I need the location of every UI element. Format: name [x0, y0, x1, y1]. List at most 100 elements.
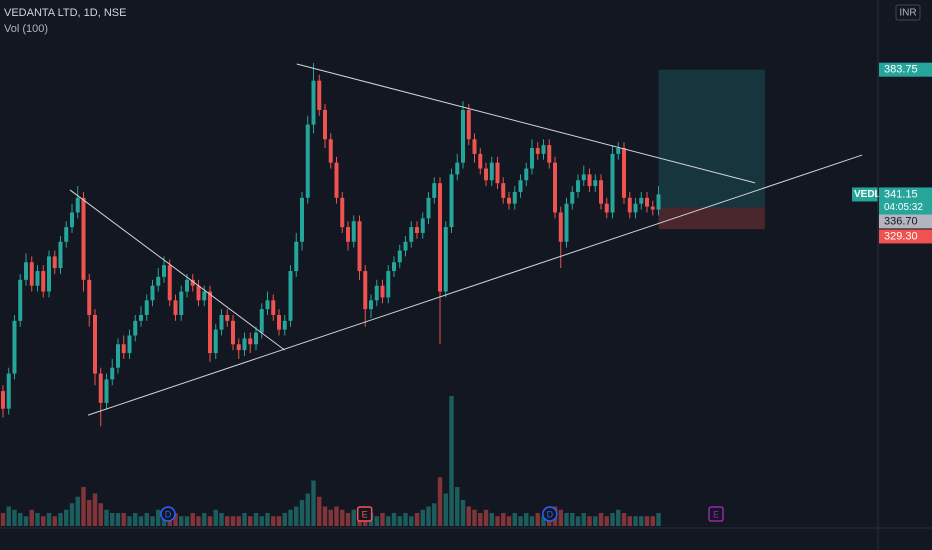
candle-body	[92, 314, 97, 374]
volume-bar	[133, 513, 138, 526]
volume-bar	[184, 516, 190, 526]
volume-bar	[616, 509, 621, 526]
volume-bar	[449, 396, 454, 526]
candle-body	[127, 335, 132, 354]
candle-body	[69, 212, 74, 228]
candle-body	[271, 300, 276, 315]
volume-bar	[644, 516, 650, 526]
candle-body	[369, 300, 374, 310]
candle-body	[35, 271, 40, 286]
volume-bar	[322, 506, 328, 526]
candle-body	[455, 162, 460, 175]
candle-body	[282, 320, 287, 330]
candle-body	[323, 109, 328, 140]
candle-body	[587, 174, 592, 187]
candle-body	[420, 218, 425, 233]
plot: D E D E VEDL	[0, 63, 881, 526]
candle-body	[46, 256, 51, 292]
volume-bar	[225, 516, 230, 526]
candle-body	[311, 80, 316, 125]
candle-body	[213, 329, 218, 354]
volume-bar	[460, 500, 466, 526]
stop-price: 329.30	[884, 230, 918, 242]
candle-body	[650, 206, 655, 210]
candle-body	[23, 262, 28, 280]
volume-bar	[58, 513, 63, 526]
volume-bar	[138, 516, 144, 526]
volume-bar	[248, 516, 253, 526]
volume-bar	[311, 480, 316, 526]
volume-bar	[305, 493, 310, 526]
candle-body	[340, 197, 345, 228]
candle-body	[87, 279, 92, 315]
volume-bar	[483, 509, 489, 526]
symbol-box	[852, 187, 878, 202]
volume-bar	[98, 503, 103, 526]
stop-zone	[658, 207, 765, 230]
volume-bar	[535, 513, 540, 526]
volume-bar	[380, 513, 385, 526]
candle-body	[115, 344, 120, 368]
candle-body	[202, 291, 207, 301]
currency[interactable]: INR	[899, 8, 916, 19]
volume-legend[interactable]: Vol (100)	[4, 23, 48, 35]
volume-bar	[64, 509, 69, 526]
candle-body	[41, 271, 46, 292]
volume-bar	[518, 516, 523, 526]
entry-price: 336.70	[884, 215, 918, 227]
candle-body	[599, 180, 604, 204]
candle-body	[288, 271, 293, 321]
candle-body	[81, 197, 86, 280]
volume-bar	[276, 516, 282, 526]
currency-box[interactable]	[895, 4, 921, 21]
candle-body	[518, 180, 523, 192]
volume-bar	[604, 516, 609, 526]
candle-body	[581, 174, 586, 181]
volume-bar	[196, 516, 201, 526]
volume-bar	[541, 516, 546, 526]
candle-body	[156, 276, 161, 286]
volume-bar	[409, 516, 414, 526]
volume-bar	[466, 506, 471, 526]
candle-body	[52, 256, 57, 269]
volume-bar	[575, 516, 581, 526]
volume-bar	[334, 506, 339, 526]
candle-body	[593, 180, 598, 187]
volume-bar	[202, 513, 207, 526]
candle-body	[207, 291, 212, 354]
event-marker	[708, 506, 724, 522]
volume-bar	[420, 509, 425, 526]
candle-body	[409, 227, 414, 242]
volume-bar	[386, 516, 391, 526]
candle-body	[253, 332, 258, 345]
symbol-title[interactable]: VEDANTA LTD, 1D, NSE	[4, 7, 126, 19]
volume-bar	[46, 513, 52, 526]
entry-price-box	[879, 214, 932, 229]
volume-bar	[41, 516, 46, 526]
volume-bar	[374, 516, 379, 526]
volume-bar	[414, 513, 420, 526]
candle-body	[553, 162, 558, 213]
candle-body	[633, 203, 638, 213]
volume-bar	[288, 509, 293, 526]
candle-body	[541, 145, 546, 154]
volume-bar	[29, 509, 34, 526]
volume-bar	[104, 509, 109, 526]
volume-bar	[190, 513, 195, 526]
volume-bar	[558, 509, 563, 526]
volume-bar	[271, 516, 276, 526]
volume-bar	[564, 513, 569, 526]
volume-bar	[87, 500, 92, 526]
volume-bar	[570, 513, 575, 526]
last-price: 341.15	[884, 188, 918, 200]
volume-bar	[495, 516, 500, 526]
volume-bar	[156, 509, 161, 526]
volume-bar	[23, 516, 29, 526]
volume-bar	[472, 509, 477, 526]
volume-bar	[627, 516, 632, 526]
volume-bar	[455, 487, 460, 526]
volume-bar	[610, 513, 615, 526]
volume-bar	[69, 503, 75, 526]
candle-body	[150, 285, 155, 301]
